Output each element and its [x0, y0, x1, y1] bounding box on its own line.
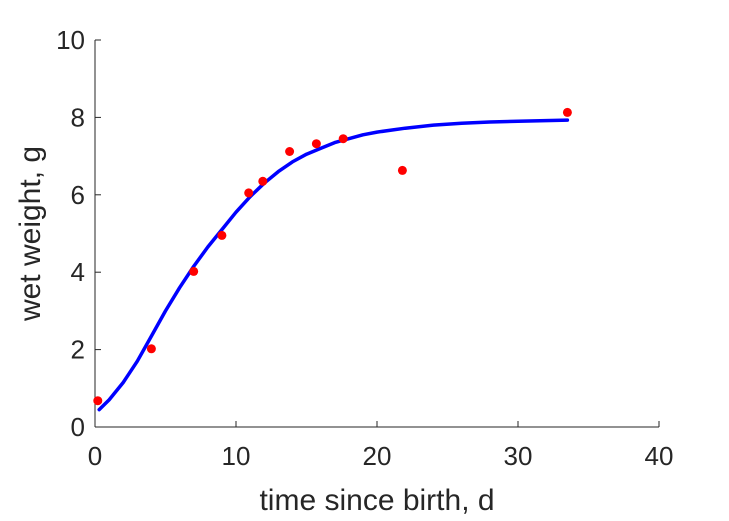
data-point [146, 344, 156, 354]
ticks: 0 10 20 30 40 0 2 4 6 8 10 [56, 25, 673, 471]
data-point [285, 147, 295, 156]
y-tick-label: 8 [71, 102, 85, 132]
data-point [562, 107, 572, 117]
data-point [338, 134, 348, 144]
axes [94, 40, 659, 428]
data-point [93, 396, 103, 406]
y-axis-label: wet weight, g [14, 146, 47, 322]
x-tick-label: 30 [504, 441, 533, 471]
x-tick-label: 20 [363, 441, 392, 471]
data-point [397, 165, 407, 175]
y-tick-label: 2 [71, 335, 85, 365]
fit-curve [97, 118, 570, 412]
y-tick-label: 0 [71, 412, 85, 442]
x-tick-label: 40 [645, 441, 674, 471]
x-tick-label: 0 [88, 441, 102, 471]
x-axis-label: time since birth, d [259, 484, 494, 517]
x-tick-label: 10 [222, 441, 251, 471]
y-tick-label: 4 [71, 257, 85, 287]
data-point [189, 266, 199, 276]
data-point [217, 230, 227, 240]
y-tick-label: 10 [56, 25, 85, 55]
data-point [311, 139, 321, 149]
data-point [244, 188, 254, 198]
data-point [258, 176, 268, 186]
plot-area [93, 107, 572, 412]
y-tick-label: 6 [71, 180, 85, 210]
